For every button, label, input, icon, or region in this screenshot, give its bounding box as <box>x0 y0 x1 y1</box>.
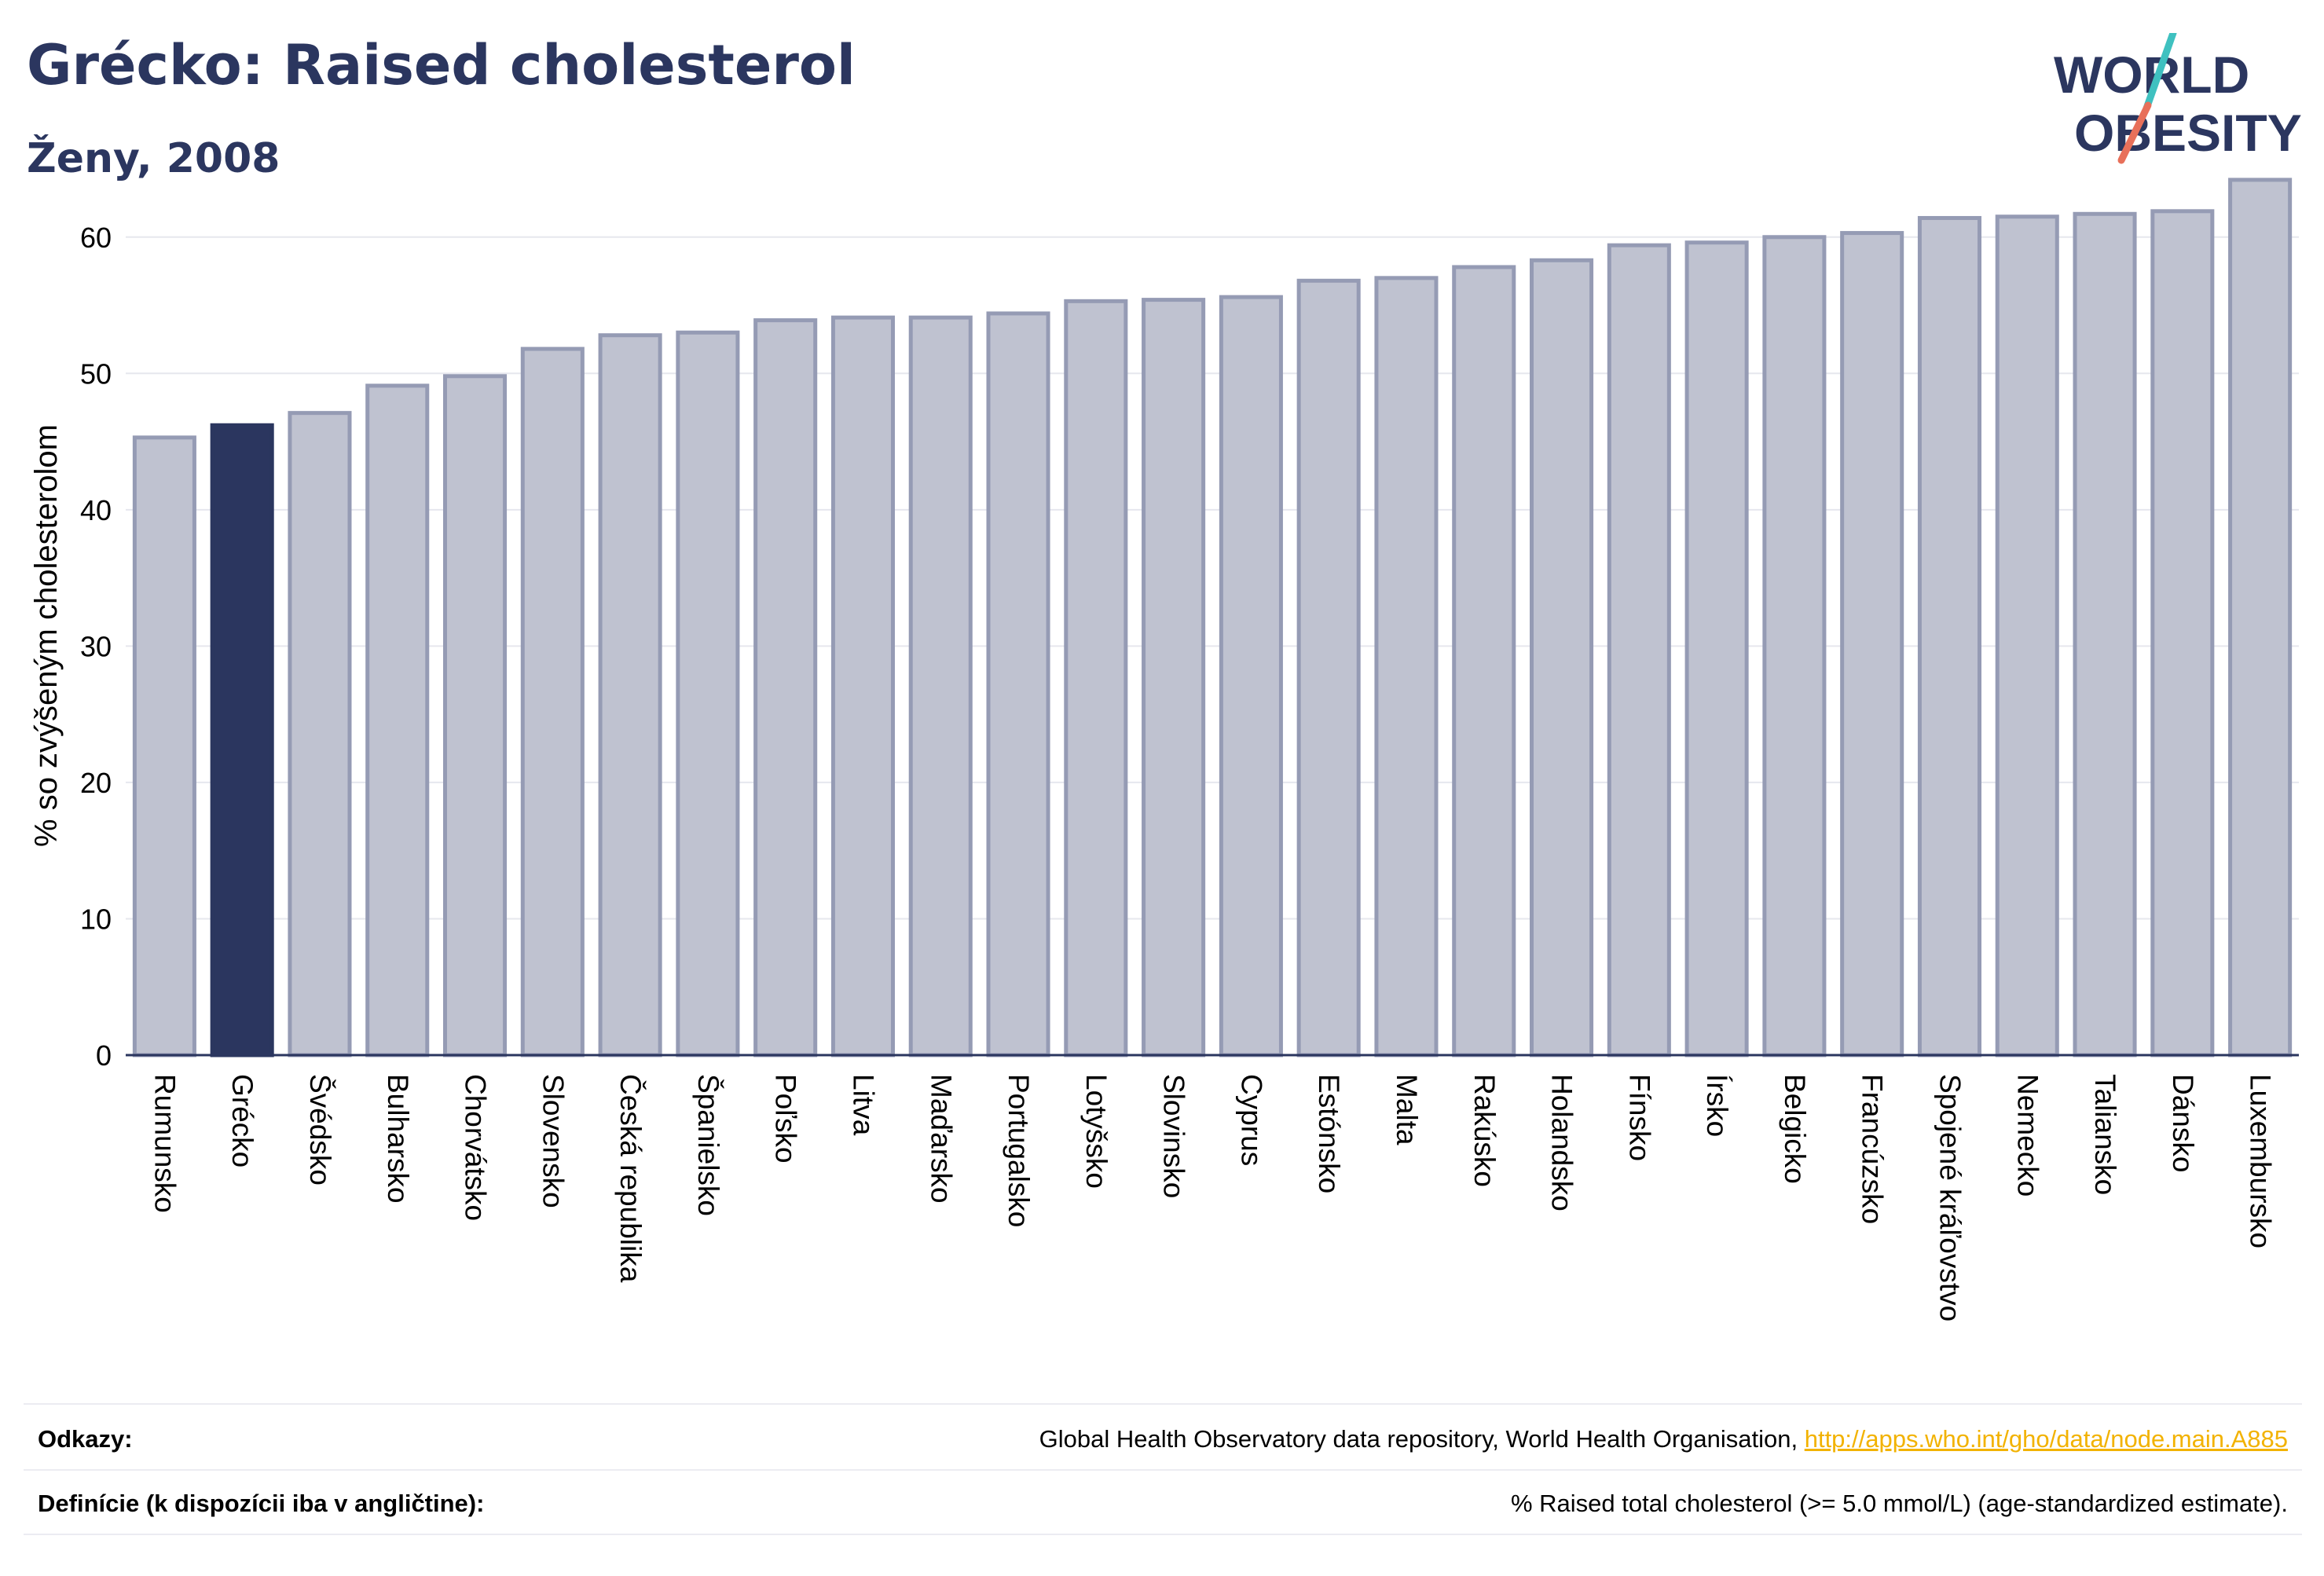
logo-line-obesity: OBESITY <box>2074 104 2302 162</box>
references-value: Global Health Observatory data repositor… <box>1039 1425 2288 1453</box>
bar-1 <box>132 435 196 1057</box>
footer-separator-top <box>24 1403 2302 1405</box>
x-tick-label: Írsko <box>1701 1074 1733 1137</box>
world-obesity-logo: WORLD OBESITY <box>2054 33 2302 164</box>
x-tick-label: Španielsko <box>692 1074 724 1216</box>
bar-17 <box>1374 276 1439 1057</box>
x-tick-label: Grécko <box>226 1074 258 1167</box>
bar-6 <box>520 346 585 1057</box>
references-link[interactable]: http://apps.who.int/gho/data/node.main.A… <box>1804 1425 2288 1453</box>
x-tick-label: Nemecko <box>2011 1074 2044 1197</box>
x-tick-label: Maďarsko <box>925 1074 957 1204</box>
y-tick-label: 0 <box>96 1039 112 1072</box>
bar-8 <box>676 330 740 1057</box>
x-tick-label: Švédsko <box>304 1074 336 1186</box>
x-tick-label: Portugalsko <box>1003 1074 1035 1227</box>
bar-2 <box>210 423 274 1057</box>
page-subtitle: Ženy, 2008 <box>27 135 280 182</box>
x-tick-labels: Rumunsko Grécko Švédsko Bulharsko Chorvátsko… <box>148 1074 2276 1321</box>
bar-19 <box>1530 258 1594 1057</box>
x-tick-label: Dánsko <box>2167 1074 2199 1172</box>
bar-7 <box>598 333 662 1057</box>
y-axis-label: % so zvýšeným cholesterolom <box>29 424 64 847</box>
bar-18 <box>1452 265 1516 1057</box>
bar-23 <box>1840 231 1904 1057</box>
logo-slash-bottom <box>2117 101 2152 164</box>
bar-28 <box>2228 178 2293 1057</box>
references-label: Odkazy: <box>38 1425 133 1453</box>
bar-10 <box>830 315 895 1057</box>
x-tick-label: Malta <box>1391 1074 1423 1145</box>
bar-13 <box>1064 299 1128 1057</box>
bar-24 <box>1917 215 1981 1057</box>
logo-slash-top <box>2143 33 2177 112</box>
x-tick-label: Cyprus <box>1235 1074 1267 1166</box>
x-tick-label: Chorvátsko <box>460 1074 492 1221</box>
x-tick-label: Slovensko <box>537 1074 569 1208</box>
definitions-value: % Raised total cholesterol (>= 5.0 mmol/… <box>1510 1490 2288 1517</box>
bar-12 <box>986 311 1050 1057</box>
y-tick-label: 10 <box>80 903 112 935</box>
x-tick-label: Estónsko <box>1313 1074 1345 1193</box>
references-row: Odkazy: Global Health Observatory data r… <box>24 1408 2302 1471</box>
x-tick-label: Rumunsko <box>148 1074 181 1213</box>
bar-9 <box>753 318 818 1057</box>
bar-14 <box>1142 298 1206 1057</box>
definitions-row: Definície (k dispozícii iba v angličtine… <box>24 1472 2302 1535</box>
references-text: Global Health Observatory data repositor… <box>1039 1425 1805 1453</box>
bar-25 <box>1995 214 2059 1057</box>
footer-separator-middle <box>24 1469 2302 1471</box>
x-tick-label: Česká republika <box>614 1074 647 1283</box>
x-tick-label: Luxembursko <box>2245 1074 2277 1248</box>
y-tick-label: 20 <box>80 767 112 799</box>
x-tick-label: Fínsko <box>1623 1074 1655 1161</box>
x-tick-label: Bulharsko <box>382 1074 414 1204</box>
bar-5 <box>443 374 508 1057</box>
bar-layer <box>132 178 2293 1057</box>
x-tick-label: Taliansko <box>2089 1074 2121 1195</box>
x-tick-label: Slovinsko <box>1158 1074 1190 1198</box>
x-tick-label: Poľsko <box>770 1074 802 1164</box>
bar-15 <box>1219 295 1283 1057</box>
bar-11 <box>908 315 973 1057</box>
x-tick-label: Holandsko <box>1546 1074 1578 1211</box>
bar-3 <box>288 411 352 1057</box>
bar-chart: 0 10 20 30 40 50 60 Rumunsko Grécko Švédsko Bulha… <box>29 178 2299 1321</box>
y-tick-labels: 0 10 20 30 40 50 60 <box>80 222 112 1072</box>
x-tick-label: Spojené kráľovstvo <box>1934 1074 1966 1321</box>
bar-22 <box>1762 235 1827 1057</box>
bar-26 <box>2073 211 2137 1057</box>
bar-20 <box>1607 243 1671 1057</box>
bar-16 <box>1296 278 1361 1057</box>
x-tick-label: Francúzsko <box>1857 1074 1889 1224</box>
bar-21 <box>1684 240 1749 1057</box>
x-tick-label: Litva <box>847 1074 879 1136</box>
page-title: Grécko: Raised cholesterol <box>27 33 856 97</box>
definitions-label: Definície (k dispozícii iba v angličtine… <box>38 1490 485 1517</box>
x-tick-label: Belgicko <box>1779 1074 1811 1184</box>
x-tick-label: Rakúsko <box>1468 1074 1501 1187</box>
x-tick-label: Lotyšsko <box>1080 1074 1113 1189</box>
y-tick-label: 30 <box>80 630 112 662</box>
y-tick-label: 40 <box>80 494 112 526</box>
y-tick-label: 50 <box>80 357 112 390</box>
footer-separator-bottom <box>24 1534 2302 1535</box>
bar-27 <box>2150 209 2215 1057</box>
bar-4 <box>365 383 430 1057</box>
y-tick-label: 60 <box>80 222 112 254</box>
